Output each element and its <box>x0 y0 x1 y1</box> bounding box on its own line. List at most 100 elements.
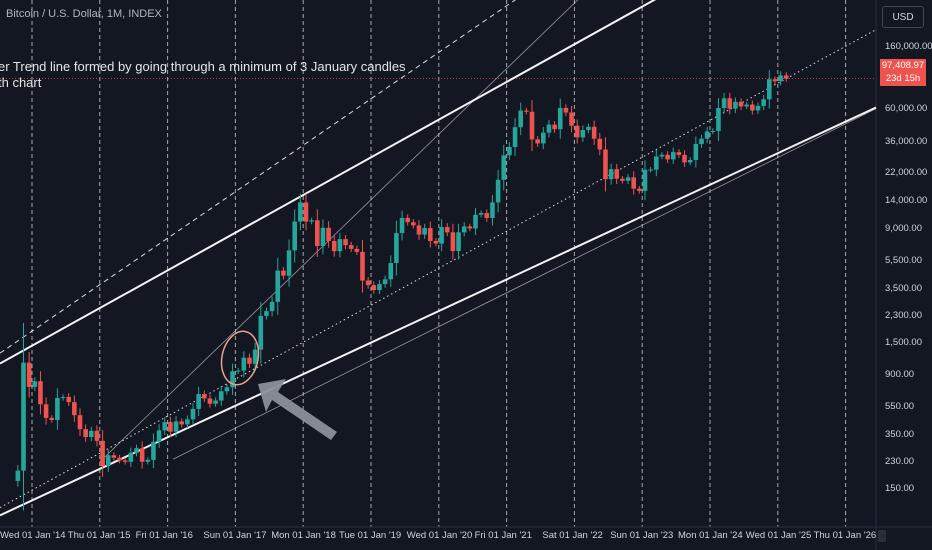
candle-body <box>461 226 467 233</box>
candle-body <box>247 357 252 364</box>
candle-body <box>55 397 60 420</box>
y-tick-label: 3,500.00 <box>885 283 922 295</box>
candle-body <box>230 371 235 388</box>
y-tick-label: 5,500.00 <box>885 254 922 266</box>
candle-body <box>117 457 122 461</box>
candle-body <box>648 169 653 171</box>
x-tick-label: Fri 01 Jan '21 <box>474 530 532 541</box>
candle-body <box>569 112 574 126</box>
candle-body <box>687 159 693 163</box>
candle-body <box>557 107 563 130</box>
candle-body <box>94 430 100 441</box>
candle-body <box>213 400 218 404</box>
candle-body <box>354 248 360 252</box>
candle-body <box>507 146 512 156</box>
candle-body <box>767 79 772 100</box>
candle-body <box>580 130 586 138</box>
y-tick-label: 9,000.00 <box>885 223 922 235</box>
candle-body <box>676 152 682 155</box>
candle-body <box>89 430 94 438</box>
candle-body <box>411 222 416 226</box>
candle-body <box>337 239 343 252</box>
candle-body <box>343 239 348 246</box>
trendline-dotted[interactable] <box>0 29 877 509</box>
candle-body <box>156 430 162 442</box>
trendline-dashed[interactable] <box>0 0 876 354</box>
candle-body <box>309 220 314 222</box>
candle-body <box>264 311 269 316</box>
candle-body <box>637 188 642 191</box>
candle-body <box>303 202 309 222</box>
x-tick-label: Mon 01 Jan '24 <box>678 530 743 541</box>
annotation-line-2: th chart <box>0 75 42 90</box>
x-tick-label: Wed 01 Jan '25 <box>745 530 812 541</box>
candle-body <box>654 156 659 170</box>
y-tick-label: 160,000.00 <box>885 41 932 53</box>
candle-body <box>439 227 444 244</box>
candle-body <box>298 202 303 222</box>
candle-body <box>388 263 394 280</box>
candle-body <box>693 144 699 160</box>
chart-title: Bitcoin / U.S. Dollar, 1M, INDEX <box>6 8 162 20</box>
chart-overlays <box>220 330 337 440</box>
candle-body <box>512 127 518 147</box>
candle-body <box>196 394 201 409</box>
highlight-circle <box>220 330 260 386</box>
candle-body <box>778 75 783 82</box>
candle-body <box>348 245 354 249</box>
candle-body <box>173 421 179 432</box>
candle-body <box>456 232 461 252</box>
candle-body <box>185 419 190 425</box>
x-tick-label: Wed 01 Jan '20 <box>406 530 473 541</box>
candle-body <box>552 124 557 130</box>
y-tick-label: 550.00 <box>885 400 915 412</box>
candle-body <box>21 362 26 471</box>
y-tick-label: 150.00 <box>885 482 915 494</box>
trendline-solid[interactable] <box>0 0 876 365</box>
candle-body <box>111 455 117 458</box>
candle-body <box>241 357 247 371</box>
candle-body <box>202 394 207 399</box>
candle-body <box>620 178 625 181</box>
x-tick-label: Thu 01 Jan '15 <box>67 530 131 541</box>
candle-body <box>716 108 721 131</box>
trendline-thin[interactable] <box>99 0 876 463</box>
candle-body <box>659 154 665 157</box>
y-tick-label: 22,000.00 <box>885 166 928 178</box>
candle-body <box>444 227 450 233</box>
candle-body <box>535 139 540 144</box>
candle-body <box>546 124 552 133</box>
y-tick-label: 36,000.00 <box>885 135 928 147</box>
candle-body <box>252 349 258 364</box>
candle-body <box>235 370 241 372</box>
candle-body <box>49 417 55 420</box>
currency-button[interactable]: USD <box>882 6 924 28</box>
candle-body <box>484 213 490 219</box>
trendline-solid[interactable] <box>0 106 877 517</box>
candle-body <box>326 227 331 242</box>
candle-body <box>377 284 382 291</box>
candle-body <box>467 226 473 229</box>
y-tick-label: 350.00 <box>885 429 915 441</box>
candle-body <box>275 270 281 302</box>
candle-body <box>433 241 439 244</box>
candle-body <box>478 213 484 215</box>
candle-body <box>761 99 766 106</box>
candle-body <box>371 285 377 291</box>
candle-body <box>422 228 427 235</box>
x-tick-label: Sun 01 Jan '23 <box>610 530 674 541</box>
candle-body <box>77 415 83 430</box>
candle-body <box>122 460 128 462</box>
candle-body <box>105 455 111 467</box>
x-tick-label: Sat 01 Jan '22 <box>542 530 603 541</box>
candle-body <box>501 155 507 180</box>
y-tick-label: 230.00 <box>885 455 915 467</box>
candle-body <box>586 126 591 131</box>
candle-body <box>603 149 608 180</box>
candle-body <box>26 362 32 387</box>
candle-body <box>331 241 337 252</box>
candle-body <box>574 125 580 138</box>
candle-body <box>473 214 478 229</box>
